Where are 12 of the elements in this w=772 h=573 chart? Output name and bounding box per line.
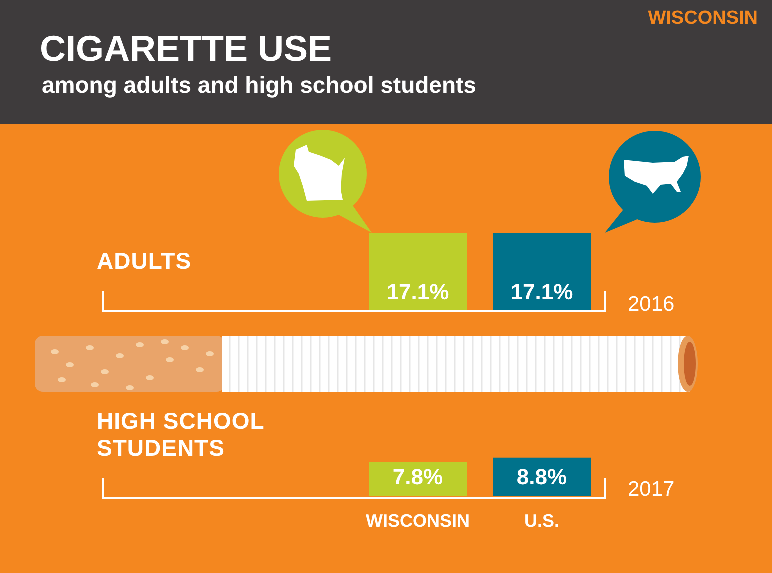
text: WISCONSIN — [648, 8, 758, 30]
x-axis-title: 2017 — [628, 478, 675, 501]
data-label: 8.8% — [516, 464, 568, 490]
data-label: 17.1% — [510, 280, 574, 304]
data-label: 17.1% — [386, 280, 450, 304]
x-tick-label: U.S. — [524, 511, 560, 531]
y-axis-title: HIGH SCHOOL STUDENTS — [97, 408, 266, 462]
data-label: 7.8% — [392, 464, 444, 490]
chart-title: CIGARETTE USE — [40, 28, 332, 70]
y-axis-title: ADULTS — [97, 248, 193, 275]
x-axis-title: 2016 — [628, 293, 675, 316]
chart-subtitle: among adults and high school students — [42, 72, 476, 99]
